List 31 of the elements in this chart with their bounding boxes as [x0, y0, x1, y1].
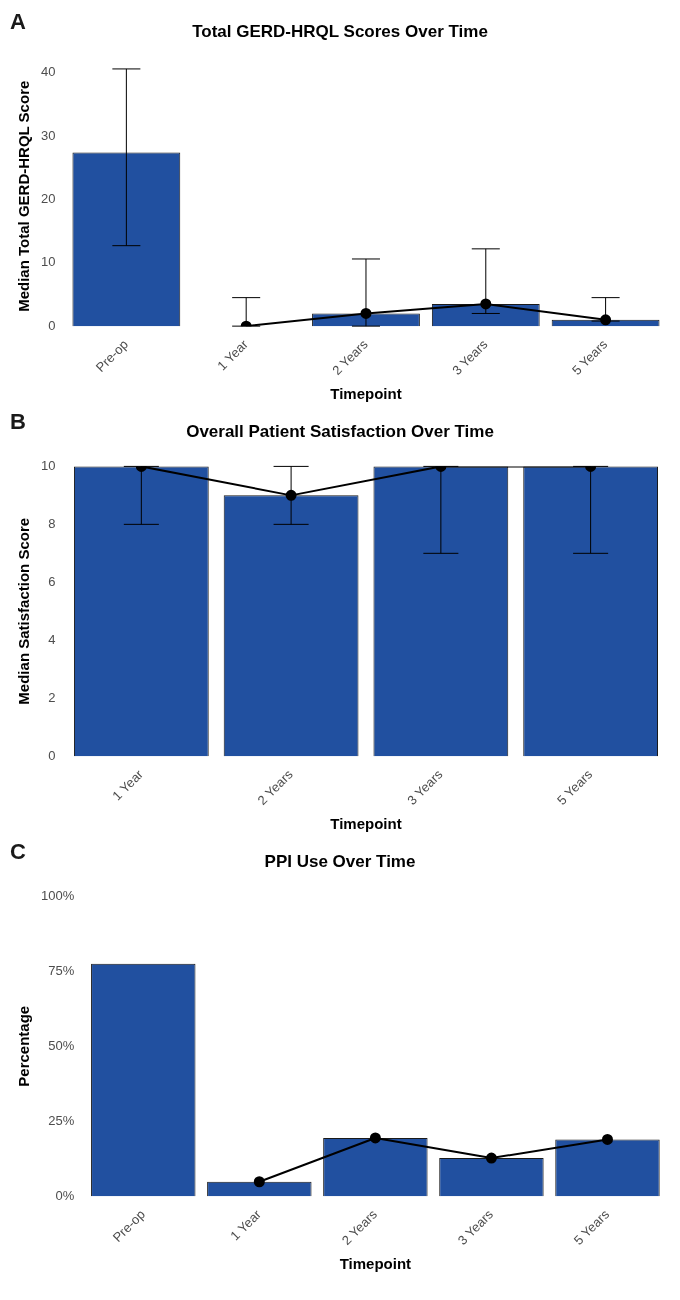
y-tick-label: 8: [48, 515, 56, 531]
y-tick-label: 30: [40, 127, 56, 143]
x-axis-title: Timepoint: [330, 815, 402, 833]
text: B: [10, 409, 26, 435]
y-tick-label: 100%: [41, 887, 75, 903]
x-tick-label: 1 Year: [109, 766, 147, 804]
y-tick-label: 0: [48, 747, 56, 763]
y-tick-label: 2: [48, 689, 56, 705]
y-tick-label: 75%: [48, 962, 75, 978]
x-tick-label: 1 Year: [214, 336, 252, 374]
chart-title: Overall Patient Satisfaction Over Time: [186, 421, 494, 441]
y-tick-label: 4: [48, 631, 56, 647]
text: A: [10, 9, 26, 35]
chart-title: Total GERD-HRQL Scores Over Time: [192, 21, 488, 41]
y-tick-label: 10: [40, 457, 56, 473]
y-tick-label: 0%: [55, 1187, 75, 1203]
x-tick-label: 1 Year: [227, 1206, 265, 1244]
y-axis-title: Median Total GERD-HRQL Score: [15, 80, 33, 312]
x-axis-title: Timepoint: [330, 385, 402, 403]
y-tick-label: 50%: [48, 1037, 75, 1053]
y-tick-label: 25%: [48, 1112, 75, 1128]
chart-title: PPI Use Over Time: [264, 851, 416, 871]
y-tick-label: 40: [40, 64, 56, 80]
text: C: [10, 839, 26, 865]
y-axis-title: Percentage: [15, 1005, 33, 1087]
y-tick-label: 20: [40, 191, 56, 207]
y-tick-label: 0: [48, 317, 56, 333]
y-tick-label: 10: [40, 254, 56, 270]
y-axis-title: Median Satisfaction Score: [15, 517, 33, 705]
y-tick-label: 6: [48, 573, 56, 589]
x-axis-title: Timepoint: [339, 1255, 412, 1273]
